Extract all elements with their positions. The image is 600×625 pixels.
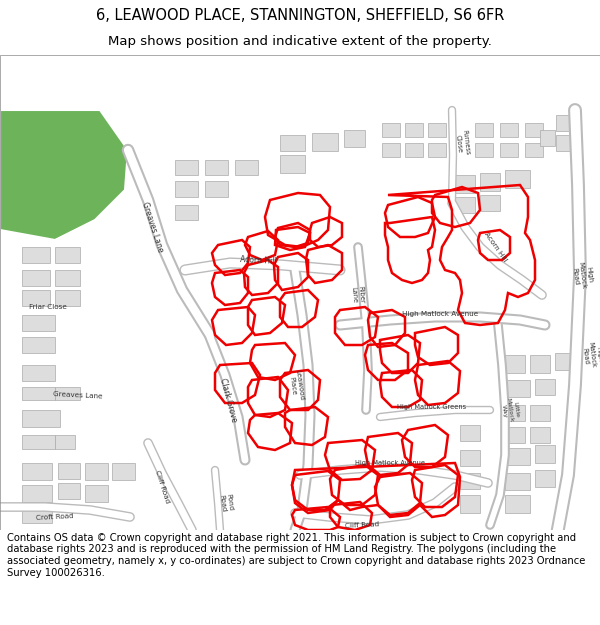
Text: Friar Close: Friar Close xyxy=(29,304,67,310)
Polygon shape xyxy=(85,485,108,502)
Polygon shape xyxy=(535,379,555,395)
Polygon shape xyxy=(22,247,50,263)
Polygon shape xyxy=(525,143,543,157)
Polygon shape xyxy=(22,337,55,353)
Polygon shape xyxy=(428,143,446,157)
Polygon shape xyxy=(55,387,80,400)
Polygon shape xyxy=(22,485,52,502)
Polygon shape xyxy=(55,290,80,306)
Polygon shape xyxy=(344,130,365,147)
Text: Pond
Road: Pond Road xyxy=(218,494,233,512)
Polygon shape xyxy=(22,387,55,400)
Polygon shape xyxy=(505,355,525,373)
Polygon shape xyxy=(85,463,108,480)
Polygon shape xyxy=(460,495,480,513)
Polygon shape xyxy=(540,130,555,146)
Polygon shape xyxy=(480,173,500,191)
Polygon shape xyxy=(428,123,446,137)
Polygon shape xyxy=(556,115,574,131)
Text: Acorn Hill: Acorn Hill xyxy=(239,254,277,266)
Text: Cliff Road: Cliff Road xyxy=(345,521,379,529)
Polygon shape xyxy=(500,123,518,137)
Polygon shape xyxy=(530,427,550,443)
Polygon shape xyxy=(55,247,80,263)
Polygon shape xyxy=(205,181,228,197)
Polygon shape xyxy=(480,195,500,211)
Polygon shape xyxy=(505,495,530,513)
Polygon shape xyxy=(382,123,400,137)
Text: High Matlock Greens: High Matlock Greens xyxy=(397,404,467,410)
Polygon shape xyxy=(525,123,543,137)
Text: High Matlock Avenue: High Matlock Avenue xyxy=(402,311,478,317)
Text: Cliff Road: Cliff Road xyxy=(154,470,170,504)
Polygon shape xyxy=(460,425,480,441)
Polygon shape xyxy=(555,353,575,370)
Polygon shape xyxy=(505,473,530,490)
Polygon shape xyxy=(556,135,574,151)
Polygon shape xyxy=(175,160,198,175)
Polygon shape xyxy=(22,463,52,480)
Polygon shape xyxy=(0,110,128,240)
Polygon shape xyxy=(280,135,305,151)
Polygon shape xyxy=(455,197,475,213)
Polygon shape xyxy=(58,463,80,479)
Polygon shape xyxy=(55,435,75,449)
Text: Furness
Close: Furness Close xyxy=(454,129,470,156)
Polygon shape xyxy=(505,448,530,465)
Polygon shape xyxy=(505,380,530,397)
Polygon shape xyxy=(22,507,52,523)
Text: Riber
Lane: Riber Lane xyxy=(351,286,365,304)
Text: Little
Matlock
Way: Little Matlock Way xyxy=(500,397,520,423)
Polygon shape xyxy=(22,270,50,286)
Text: 6, LEAWOOD PLACE, STANNINGTON, SHEFFIELD, S6 6FR: 6, LEAWOOD PLACE, STANNINGTON, SHEFFIELD… xyxy=(96,8,504,23)
Polygon shape xyxy=(460,450,480,466)
Polygon shape xyxy=(22,315,55,331)
Polygon shape xyxy=(455,175,475,193)
Polygon shape xyxy=(280,155,305,173)
Text: High
Matlock
Road: High Matlock Road xyxy=(571,260,593,290)
Polygon shape xyxy=(22,290,50,306)
Polygon shape xyxy=(22,410,60,427)
Polygon shape xyxy=(475,123,493,137)
Polygon shape xyxy=(55,270,80,286)
Polygon shape xyxy=(535,470,555,487)
Text: Map shows position and indicative extent of the property.: Map shows position and indicative extent… xyxy=(108,35,492,48)
Text: High
Matlock
Road: High Matlock Road xyxy=(580,341,600,369)
Polygon shape xyxy=(175,181,198,197)
Polygon shape xyxy=(505,405,525,421)
Text: Greaves Lane: Greaves Lane xyxy=(53,391,103,399)
Polygon shape xyxy=(58,483,80,499)
Text: Croft Road: Croft Road xyxy=(36,513,74,521)
Polygon shape xyxy=(405,143,423,157)
Text: Leawood
Place: Leawood Place xyxy=(287,369,305,401)
Text: Contains OS data © Crown copyright and database right 2021. This information is : Contains OS data © Crown copyright and d… xyxy=(7,533,586,578)
Polygon shape xyxy=(112,463,135,480)
Polygon shape xyxy=(530,405,550,421)
Polygon shape xyxy=(22,435,55,449)
Text: Clark Grove: Clark Grove xyxy=(218,377,238,423)
Polygon shape xyxy=(535,445,555,463)
Polygon shape xyxy=(505,427,525,443)
Polygon shape xyxy=(500,143,518,157)
Polygon shape xyxy=(405,123,423,137)
Polygon shape xyxy=(530,355,550,373)
Polygon shape xyxy=(312,133,338,151)
Polygon shape xyxy=(205,160,228,175)
Polygon shape xyxy=(382,143,400,157)
Polygon shape xyxy=(22,365,55,381)
Text: Acorn Hill: Acorn Hill xyxy=(482,231,508,262)
Polygon shape xyxy=(175,205,198,220)
Polygon shape xyxy=(475,143,493,157)
Polygon shape xyxy=(505,170,530,188)
Text: Greaves Lane: Greaves Lane xyxy=(140,201,164,253)
Polygon shape xyxy=(235,160,258,175)
Text: High Matlock Avenue: High Matlock Avenue xyxy=(355,460,425,466)
Polygon shape xyxy=(460,473,480,489)
